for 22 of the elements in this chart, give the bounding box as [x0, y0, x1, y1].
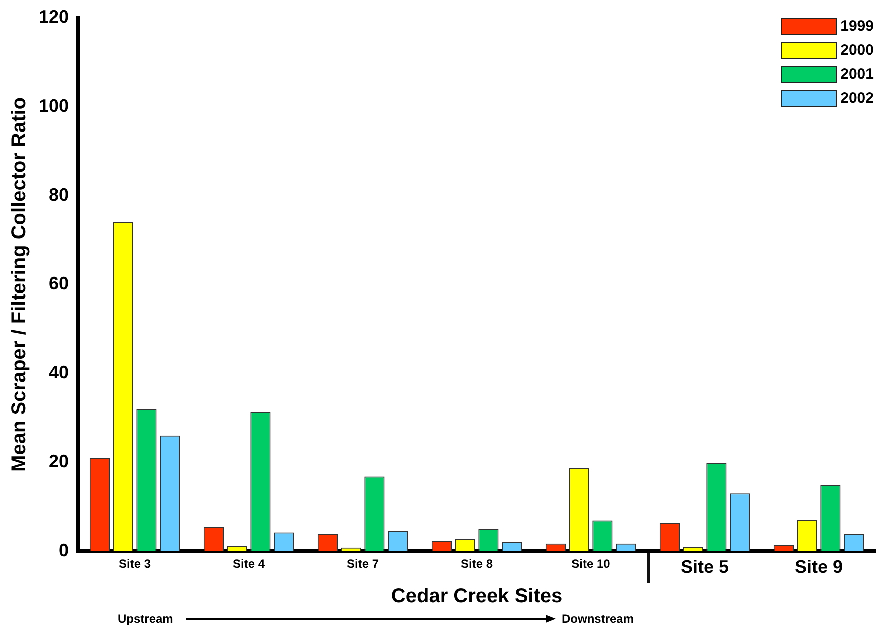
- x-tick-label: Site 7: [347, 556, 380, 571]
- y-axis-title: Mean Scraper / Filtering Collector Ratio: [8, 97, 31, 472]
- text: Upstream: [118, 612, 174, 626]
- x-tick-label: Site 9: [794, 557, 844, 578]
- y-tick-label: 80: [49, 184, 70, 205]
- text: Downstream: [562, 612, 634, 626]
- y-tick-label: 100: [38, 96, 70, 116]
- y-tick-label: 120: [38, 6, 70, 27]
- x-axis-title: Cedar Creek Sites: [391, 586, 563, 608]
- x-tick-label: Site 4: [233, 556, 266, 571]
- legend-label: 1999: [840, 18, 874, 34]
- y-tick-label: 20: [49, 451, 70, 472]
- y-tick-label: 0: [59, 540, 70, 560]
- x-tick-label: Site 8: [461, 556, 494, 571]
- legend-label: 2002: [840, 90, 874, 106]
- y-tick-label: 60: [49, 274, 70, 294]
- y-tick-label: 40: [49, 362, 70, 383]
- legend-label: 2001: [840, 66, 874, 82]
- x-tick-label: Site 5: [680, 557, 730, 578]
- x-tick-label: Site 10: [572, 556, 611, 571]
- legend-label: 2000: [840, 42, 874, 58]
- x-tick-label: Site 3: [119, 556, 152, 571]
